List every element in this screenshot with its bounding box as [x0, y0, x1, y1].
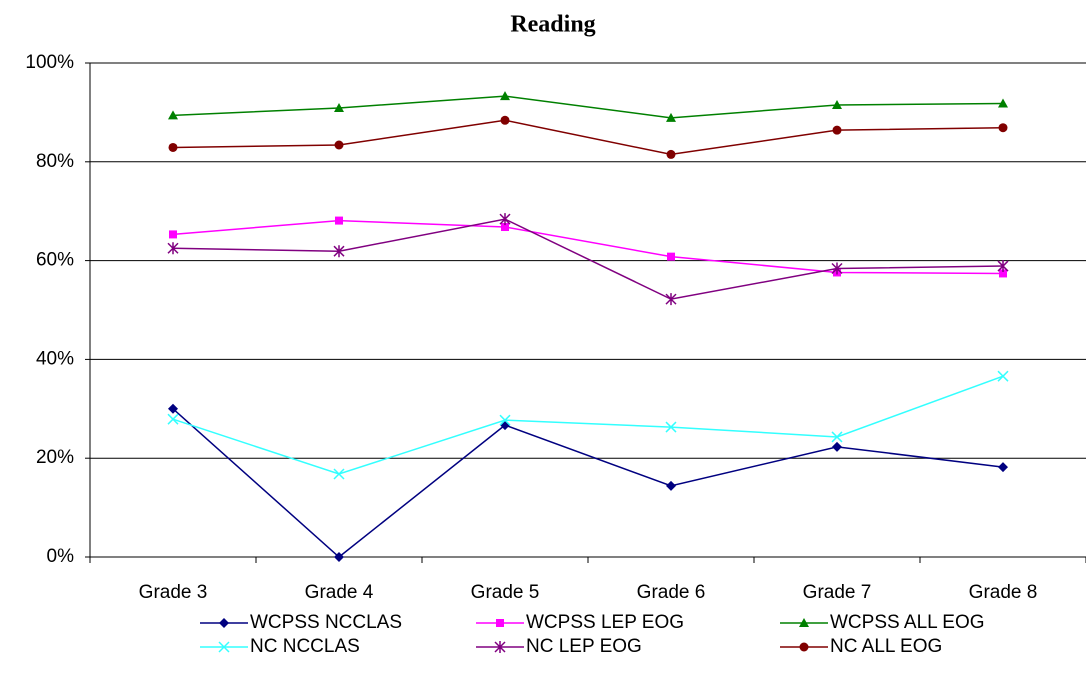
marker [666, 112, 676, 122]
marker [167, 242, 179, 255]
y-tick-label: 40% [36, 348, 74, 369]
marker [334, 552, 344, 562]
marker [218, 641, 230, 653]
marker [499, 213, 511, 226]
marker [334, 102, 344, 112]
marker [500, 115, 510, 125]
marker [831, 262, 843, 275]
marker [998, 98, 1008, 108]
marker [999, 269, 1007, 278]
chart-title: Reading [510, 12, 595, 38]
legend-label: NC NCCLAS [250, 636, 360, 657]
marker [219, 618, 229, 628]
marker [333, 468, 345, 480]
x-tick-label: Grade 6 [637, 582, 706, 603]
marker [799, 618, 809, 627]
marker [667, 252, 675, 261]
legend-label: NC ALL EOG [830, 636, 942, 657]
marker [666, 149, 676, 159]
legend-label: WCPSS NCCLAS [250, 612, 402, 633]
y-tick-label: 100% [25, 52, 74, 73]
marker [169, 230, 177, 239]
series-line [172, 375, 1004, 475]
marker [501, 223, 509, 232]
marker [500, 91, 510, 101]
marker [832, 441, 842, 452]
series-line [172, 219, 1004, 275]
marker [333, 245, 345, 258]
marker [799, 642, 809, 652]
marker [665, 421, 677, 433]
marker [335, 216, 343, 225]
series-line [172, 95, 1004, 119]
marker [168, 403, 178, 414]
marker [832, 99, 842, 109]
legend-label: NC LEP EOG [526, 636, 642, 657]
marker [998, 462, 1008, 473]
legend-label: WCPSS ALL EOG [830, 612, 985, 633]
marker [494, 641, 506, 653]
marker [831, 431, 843, 443]
marker [832, 125, 842, 135]
x-tick-label: Grade 8 [969, 582, 1038, 603]
x-tick-label: Grade 4 [305, 582, 374, 603]
marker [666, 480, 676, 491]
y-tick-label: 80% [36, 151, 74, 172]
y-tick-label: 20% [36, 447, 74, 468]
marker [168, 142, 178, 152]
series-line [172, 218, 1004, 300]
x-tick-label: Grade 7 [803, 582, 872, 603]
marker [168, 110, 178, 120]
marker [496, 619, 504, 627]
series-line [172, 119, 1004, 156]
marker [997, 370, 1009, 382]
marker [499, 414, 511, 426]
x-tick-label: Grade 3 [139, 582, 208, 603]
marker [167, 413, 179, 425]
legend-label: WCPSS LEP EOG [526, 612, 684, 633]
y-tick-label: 0% [47, 546, 75, 567]
marker [665, 293, 677, 306]
marker [334, 140, 344, 150]
marker [997, 260, 1009, 273]
marker [998, 123, 1008, 133]
x-tick-label: Grade 5 [471, 582, 540, 603]
series-line [172, 408, 1004, 558]
y-tick-label: 60% [36, 250, 74, 271]
